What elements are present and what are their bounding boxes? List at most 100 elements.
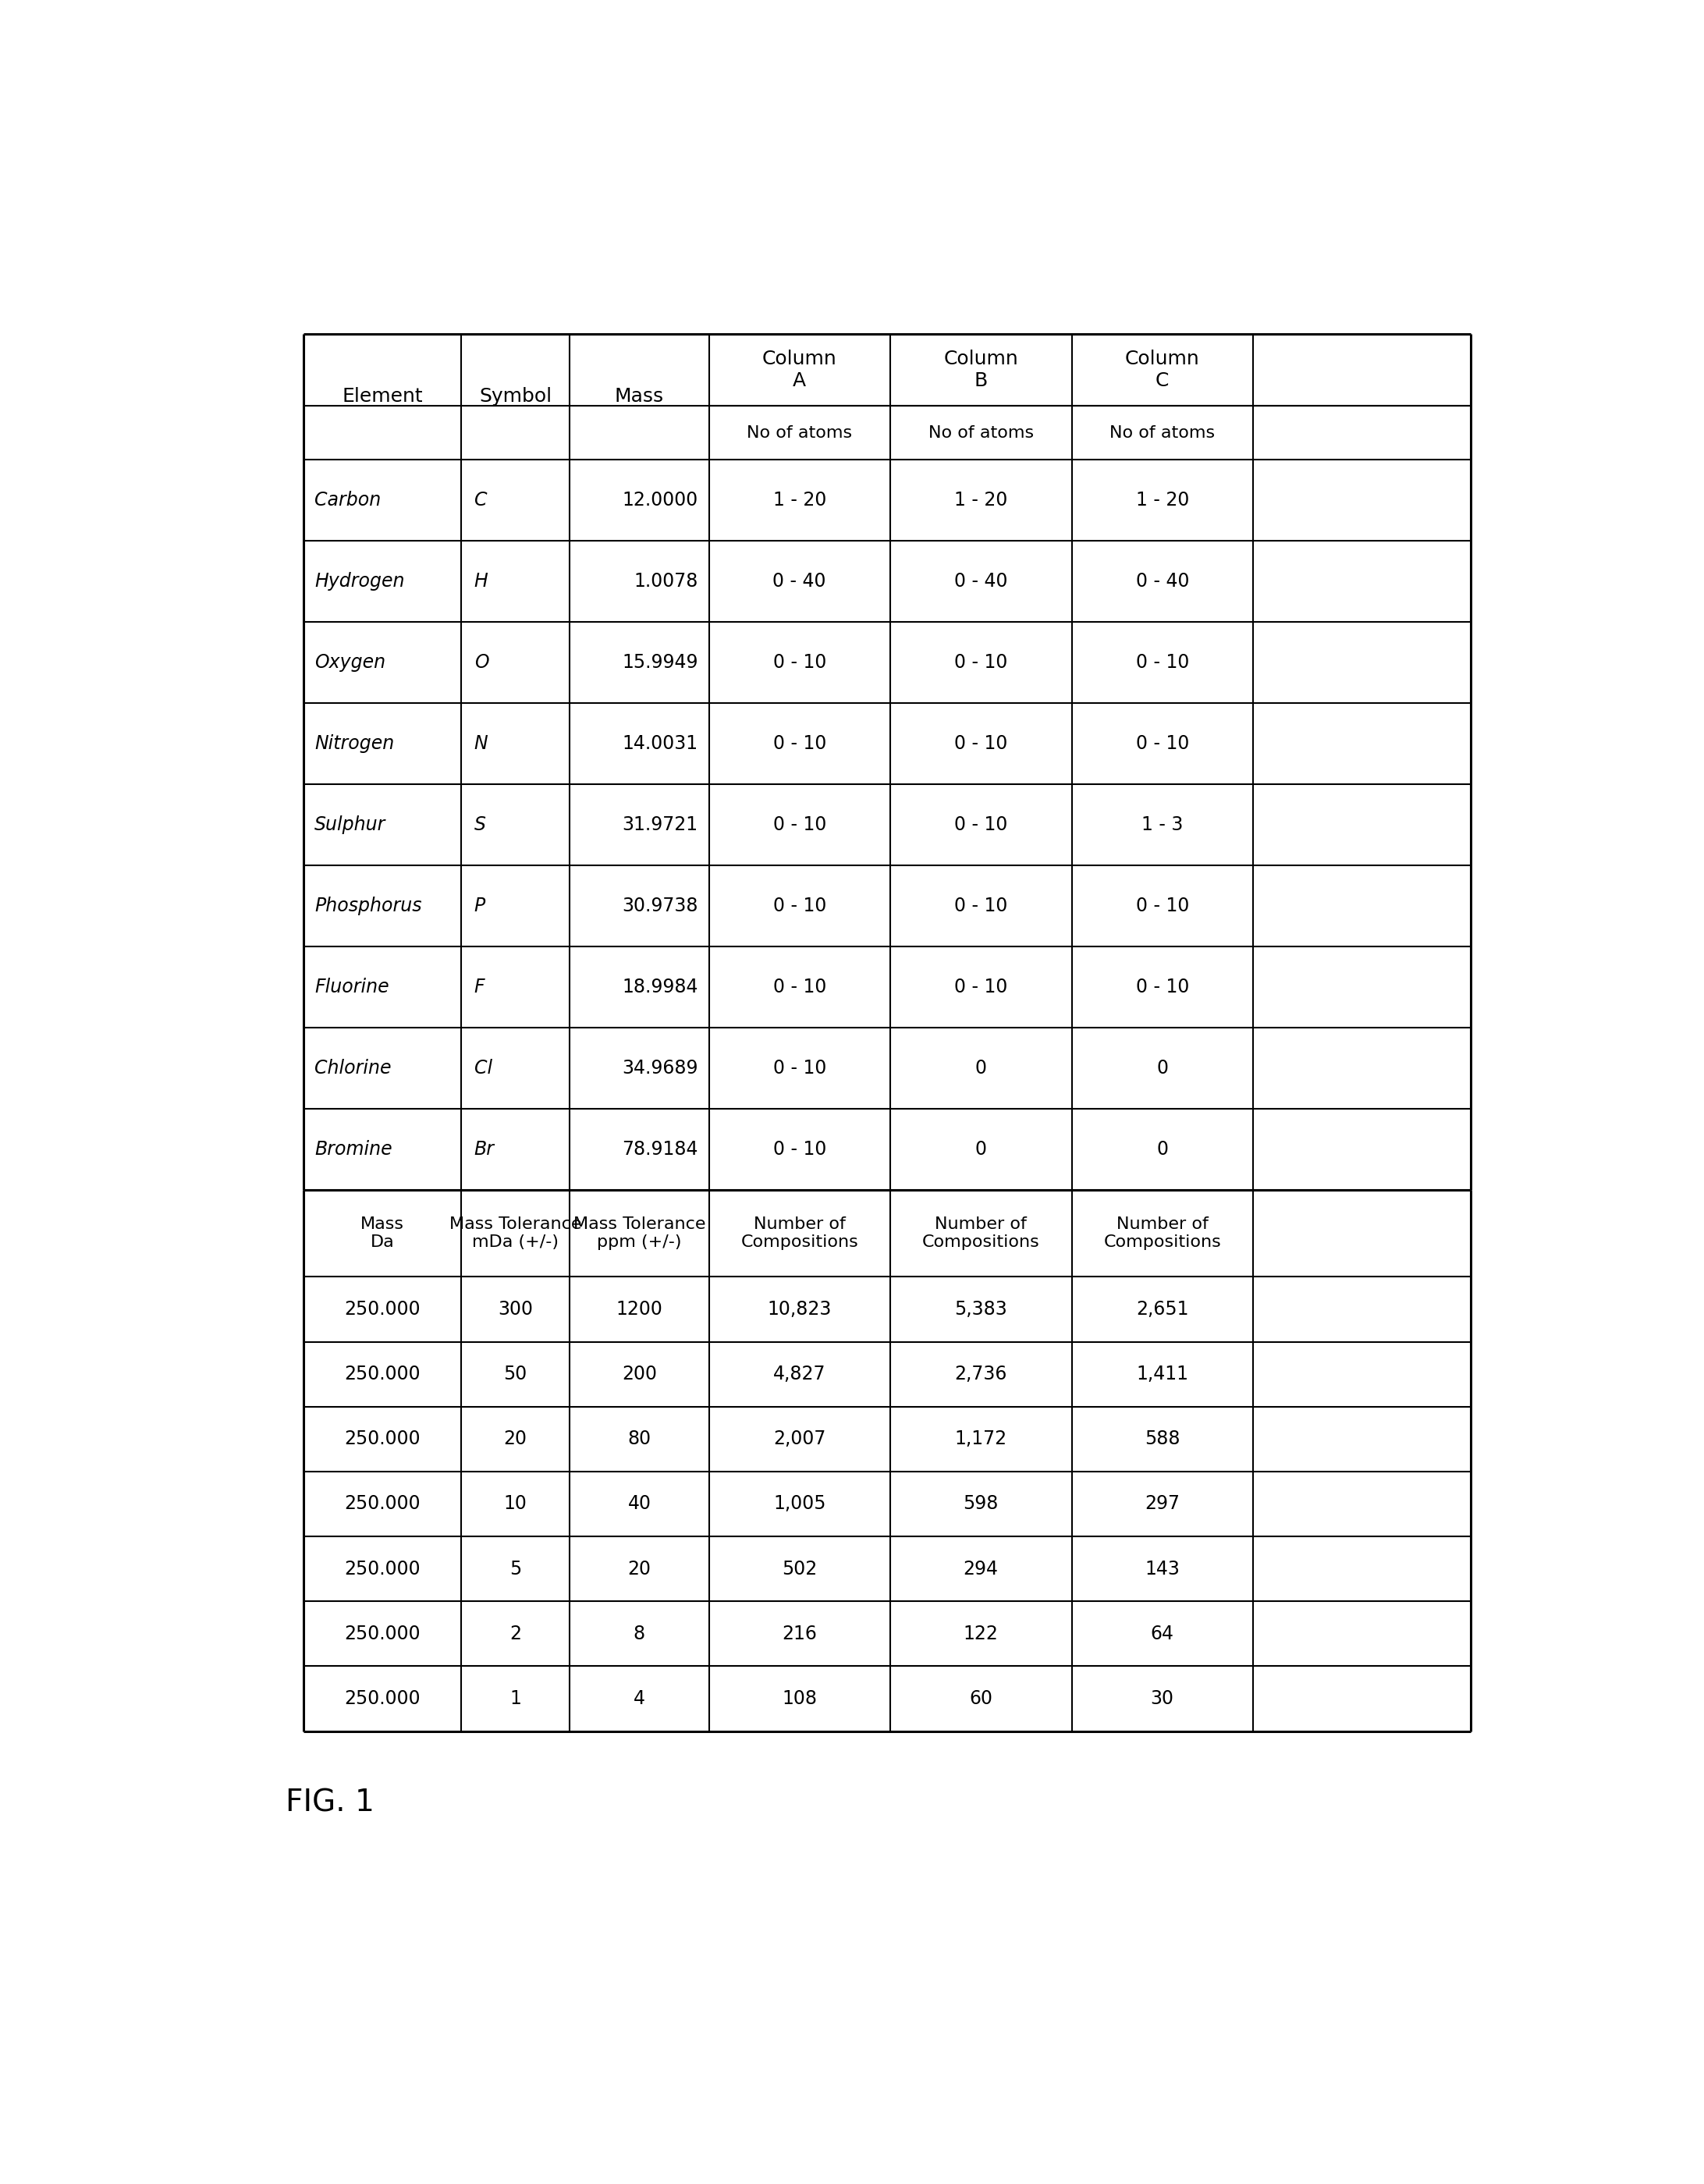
- Text: Column
B: Column B: [944, 349, 1019, 389]
- Text: 0 - 10: 0 - 10: [954, 978, 1007, 996]
- Text: 5: 5: [509, 1559, 521, 1579]
- Text: 34.9689: 34.9689: [622, 1059, 699, 1077]
- Text: 0 - 10: 0 - 10: [774, 978, 826, 996]
- Text: O: O: [474, 653, 489, 673]
- Text: No of atoms: No of atoms: [1109, 426, 1215, 441]
- Text: 0 - 10: 0 - 10: [774, 734, 826, 753]
- Text: Mass Tolerance
ppm (+/-): Mass Tolerance ppm (+/-): [573, 1216, 705, 1249]
- Text: 60: 60: [970, 1688, 993, 1708]
- Text: 1200: 1200: [615, 1299, 663, 1319]
- Text: 0 - 10: 0 - 10: [954, 734, 1007, 753]
- Text: 5,383: 5,383: [954, 1299, 1007, 1319]
- Text: 108: 108: [782, 1688, 818, 1708]
- Text: Number of
Compositions: Number of Compositions: [922, 1216, 1039, 1249]
- Text: 80: 80: [627, 1431, 651, 1448]
- Text: 0: 0: [975, 1140, 987, 1158]
- Text: Chlorine: Chlorine: [315, 1059, 392, 1077]
- Text: Mass: Mass: [615, 387, 665, 406]
- Text: Mass Tolerance
mDa (+/-): Mass Tolerance mDa (+/-): [450, 1216, 581, 1249]
- Text: 1,005: 1,005: [774, 1494, 826, 1514]
- Text: H: H: [474, 572, 487, 592]
- Text: 1 - 20: 1 - 20: [1135, 491, 1189, 509]
- Text: 0: 0: [1157, 1059, 1169, 1077]
- Text: No of atoms: No of atoms: [746, 426, 852, 441]
- Text: 20: 20: [627, 1559, 651, 1579]
- Text: 20: 20: [504, 1431, 527, 1448]
- Text: 31.9721: 31.9721: [622, 815, 699, 834]
- Text: 50: 50: [504, 1365, 527, 1382]
- Text: 0 - 10: 0 - 10: [1135, 895, 1189, 915]
- Text: 1,172: 1,172: [954, 1431, 1007, 1448]
- Text: 64: 64: [1150, 1625, 1174, 1642]
- Text: 4,827: 4,827: [774, 1365, 826, 1382]
- Text: Column
C: Column C: [1125, 349, 1200, 389]
- Text: 588: 588: [1145, 1431, 1181, 1448]
- Text: 18.9984: 18.9984: [622, 978, 699, 996]
- Text: 0 - 40: 0 - 40: [774, 572, 826, 592]
- Text: 250.000: 250.000: [344, 1625, 421, 1642]
- Text: Nitrogen: Nitrogen: [315, 734, 394, 753]
- Text: Br: Br: [474, 1140, 494, 1158]
- Text: 40: 40: [627, 1494, 651, 1514]
- Text: C: C: [474, 491, 487, 509]
- Text: Symbol: Symbol: [479, 387, 552, 406]
- Text: Fluorine: Fluorine: [315, 978, 389, 996]
- Text: Phosphorus: Phosphorus: [315, 895, 423, 915]
- Text: Hydrogen: Hydrogen: [315, 572, 406, 592]
- Text: 12.0000: 12.0000: [622, 491, 699, 509]
- Text: 0 - 40: 0 - 40: [1135, 572, 1189, 592]
- Text: 200: 200: [622, 1365, 656, 1382]
- Text: 297: 297: [1145, 1494, 1179, 1514]
- Text: 250.000: 250.000: [344, 1559, 421, 1579]
- Text: Mass
Da: Mass Da: [361, 1216, 404, 1249]
- Text: 0: 0: [975, 1059, 987, 1077]
- Text: 30: 30: [1150, 1688, 1174, 1708]
- Text: S: S: [474, 815, 486, 834]
- Text: 300: 300: [498, 1299, 533, 1319]
- Text: 15.9949: 15.9949: [622, 653, 699, 673]
- Text: Oxygen: Oxygen: [315, 653, 385, 673]
- Text: 2,736: 2,736: [954, 1365, 1007, 1382]
- Text: F: F: [474, 978, 486, 996]
- Text: 0 - 10: 0 - 10: [1135, 653, 1189, 673]
- Text: N: N: [474, 734, 487, 753]
- Text: 0 - 10: 0 - 10: [774, 1140, 826, 1158]
- Text: 0 - 10: 0 - 10: [774, 895, 826, 915]
- Text: 250.000: 250.000: [344, 1365, 421, 1382]
- Text: 0 - 10: 0 - 10: [954, 895, 1007, 915]
- Text: 122: 122: [963, 1625, 999, 1642]
- Text: P: P: [474, 895, 486, 915]
- Text: 2,651: 2,651: [1137, 1299, 1189, 1319]
- Text: 1 - 20: 1 - 20: [774, 491, 826, 509]
- Text: Bromine: Bromine: [315, 1140, 392, 1158]
- Text: 0 - 10: 0 - 10: [1135, 734, 1189, 753]
- Text: Cl: Cl: [474, 1059, 492, 1077]
- Text: Column
A: Column A: [762, 349, 837, 389]
- Text: 0 - 10: 0 - 10: [774, 1059, 826, 1077]
- Text: 30.9738: 30.9738: [622, 895, 699, 915]
- Text: 4: 4: [634, 1688, 646, 1708]
- Text: Carbon: Carbon: [315, 491, 382, 509]
- Text: 0: 0: [1157, 1140, 1169, 1158]
- Text: 2: 2: [509, 1625, 521, 1642]
- Text: 1: 1: [509, 1688, 521, 1708]
- Text: 250.000: 250.000: [344, 1494, 421, 1514]
- Text: No of atoms: No of atoms: [929, 426, 1034, 441]
- Text: Number of
Compositions: Number of Compositions: [741, 1216, 859, 1249]
- Text: 1.0078: 1.0078: [634, 572, 699, 592]
- Text: 502: 502: [782, 1559, 818, 1579]
- Text: 78.9184: 78.9184: [622, 1140, 699, 1158]
- Text: 250.000: 250.000: [344, 1688, 421, 1708]
- Text: 250.000: 250.000: [344, 1299, 421, 1319]
- Text: 10,823: 10,823: [767, 1299, 832, 1319]
- Text: 0 - 40: 0 - 40: [954, 572, 1007, 592]
- Text: 0 - 10: 0 - 10: [774, 653, 826, 673]
- Text: Element: Element: [343, 387, 423, 406]
- Text: 0 - 10: 0 - 10: [954, 653, 1007, 673]
- Text: 14.0031: 14.0031: [622, 734, 699, 753]
- Text: 1,411: 1,411: [1137, 1365, 1188, 1382]
- Text: 10: 10: [504, 1494, 527, 1514]
- Text: FIG. 1: FIG. 1: [286, 1789, 375, 1817]
- Text: 0 - 10: 0 - 10: [954, 815, 1007, 834]
- Text: 0 - 10: 0 - 10: [774, 815, 826, 834]
